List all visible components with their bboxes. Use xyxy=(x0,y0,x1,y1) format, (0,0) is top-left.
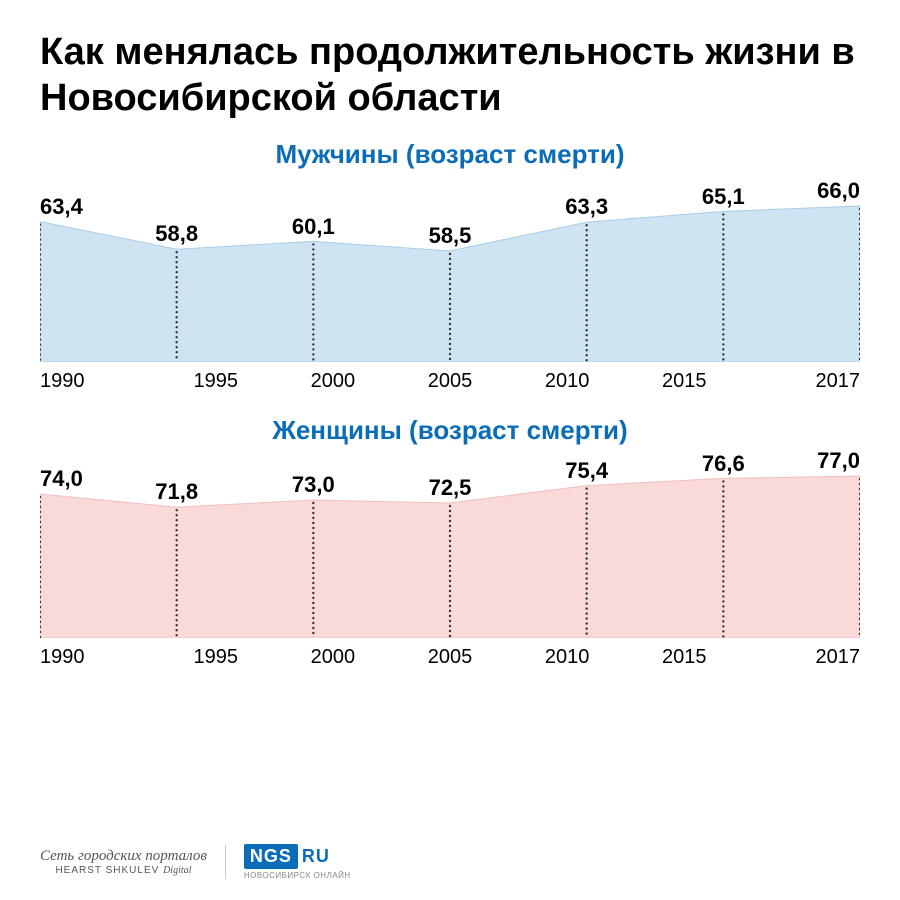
x-axis-label: 1990 xyxy=(40,646,157,669)
value-label: 58,5 xyxy=(429,223,472,249)
charts-container: Мужчины (возраст смерти) 63,4 58,8 60,1 58,… xyxy=(40,139,860,669)
ngs-logo-box: NGS xyxy=(244,844,298,869)
x-axis-label: 2017 xyxy=(743,646,860,669)
x-axis-label: 1990 xyxy=(40,370,157,393)
value-label: 77,0 xyxy=(817,448,860,474)
x-axis-label: 2015 xyxy=(626,646,743,669)
footer-divider xyxy=(225,845,226,879)
x-axis: 1990199520002005201020152017 xyxy=(40,646,860,669)
x-axis-label: 1995 xyxy=(157,646,274,669)
footer-line2: HEARST SHKULEV Digital xyxy=(55,865,191,876)
x-axis: 1990199520002005201020152017 xyxy=(40,370,860,393)
x-axis-label: 2000 xyxy=(274,370,391,393)
value-label: 74,0 xyxy=(40,466,83,492)
footer-left-brand: Сеть городских порталов HEARST SHKULEV D… xyxy=(40,848,207,876)
x-axis-label: 1995 xyxy=(157,370,274,393)
ngs-logo: NGS RU xyxy=(244,844,330,869)
value-label: 73,0 xyxy=(292,472,335,498)
main-title: Как менялась продолжительность жизни в Н… xyxy=(40,30,860,121)
value-label: 71,8 xyxy=(155,479,198,505)
value-label: 72,5 xyxy=(429,475,472,501)
footer: Сеть городских порталов HEARST SHKULEV D… xyxy=(40,844,351,880)
x-axis-label: 2005 xyxy=(391,370,508,393)
value-label: 58,8 xyxy=(155,221,198,247)
value-label: 63,3 xyxy=(565,194,608,220)
x-axis-label: 2010 xyxy=(509,646,626,669)
chart-men: Мужчины (возраст смерти) 63,4 58,8 60,1 58,… xyxy=(40,139,860,393)
value-label: 75,4 xyxy=(565,458,608,484)
x-axis-label: 2015 xyxy=(626,370,743,393)
x-axis-label: 2017 xyxy=(743,370,860,393)
chart-area: 63,458,860,158,563,365,166,0 xyxy=(40,182,860,362)
chart-subtitle: Женщины (возраст смерти) xyxy=(40,415,860,446)
ngs-logo-suffix: RU xyxy=(302,846,330,867)
chart-women: Женщины (возраст смерти) 74,0 71,8 73,0 72,… xyxy=(40,415,860,669)
footer-line2b: Digital xyxy=(163,865,191,876)
footer-line1: Сеть городских порталов xyxy=(40,848,207,865)
chart-area: 74,071,873,072,575,476,677,0 xyxy=(40,458,860,638)
value-label: 60,1 xyxy=(292,214,335,240)
ngs-logo-sub: НОВОСИБИРСК ОНЛАЙН xyxy=(244,871,351,880)
x-axis-label: 2000 xyxy=(274,646,391,669)
value-label: 65,1 xyxy=(702,184,745,210)
footer-line2a: HEARST SHKULEV xyxy=(55,865,163,876)
chart-subtitle: Мужчины (возраст смерти) xyxy=(40,139,860,170)
value-label: 76,6 xyxy=(702,451,745,477)
footer-right-brand: NGS RU НОВОСИБИРСК ОНЛАЙН xyxy=(244,844,351,880)
value-label: 66,0 xyxy=(817,178,860,204)
value-label: 63,4 xyxy=(40,194,83,220)
x-axis-label: 2010 xyxy=(509,370,626,393)
x-axis-label: 2005 xyxy=(391,646,508,669)
